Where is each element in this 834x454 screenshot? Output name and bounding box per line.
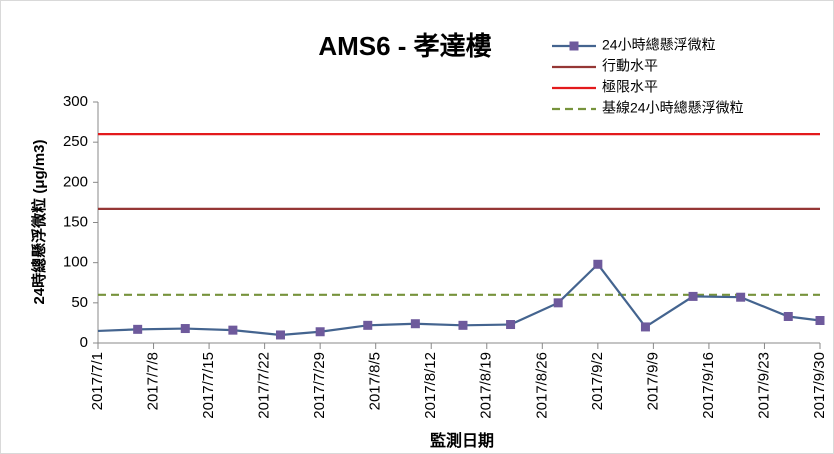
legend-marker: [569, 41, 579, 51]
data-point: [640, 322, 650, 332]
x-tick-label: 2017/9/2: [589, 352, 606, 410]
y-tick-label: 150: [63, 213, 88, 230]
data-point: [410, 319, 420, 329]
data-point: [228, 325, 238, 335]
x-tick-label: 2017/9/30: [811, 352, 828, 419]
data-point: [315, 327, 325, 337]
y-tick-label: 300: [63, 93, 88, 110]
data-point: [815, 316, 825, 326]
y-tick-label: 0: [80, 334, 88, 351]
x-tick-label: 2017/7/8: [145, 352, 162, 410]
data-point: [553, 298, 563, 308]
data-point: [736, 292, 746, 302]
data-point: [275, 330, 285, 340]
x-tick-label: 2017/8/5: [367, 352, 384, 410]
x-tick-label: 2017/9/9: [644, 352, 661, 410]
legend-label: 基線24小時總懸浮微粒: [602, 100, 744, 116]
data-point: [688, 291, 698, 301]
y-axis-label: 24時總懸浮微粒 (μg/m3): [30, 139, 48, 304]
x-tick-label: 2017/7/29: [311, 352, 328, 419]
x-tick-label: 2017/8/19: [478, 352, 495, 419]
x-tick-label: 2017/7/1: [89, 352, 106, 410]
data-point: [783, 311, 793, 321]
y-tick-label: 200: [63, 173, 88, 190]
data-point: [458, 320, 468, 330]
x-tick-label: 2017/8/26: [533, 352, 550, 419]
x-tick-label: 2017/7/22: [256, 352, 273, 419]
x-axis-label: 監測日期: [430, 431, 494, 450]
data-point: [180, 324, 190, 334]
x-tick-label: 2017/9/23: [755, 352, 772, 419]
legend-label: 極限水平: [602, 79, 658, 95]
data-point: [593, 259, 603, 269]
x-tick-label: 2017/7/15: [200, 352, 217, 419]
y-tick-label: 250: [63, 133, 88, 150]
y-tick-label: 50: [71, 294, 88, 311]
y-tick-label: 100: [63, 254, 88, 271]
data-point: [506, 320, 516, 330]
legend-label: 24小時總懸浮微粒: [602, 37, 716, 53]
data-point: [133, 324, 143, 334]
chart-title: AMS6 - 孝達樓: [318, 31, 491, 61]
x-tick-label: 2017/8/12: [422, 352, 439, 419]
legend-label: 行動水平: [602, 58, 658, 74]
data-point: [363, 320, 373, 330]
x-tick-label: 2017/9/16: [700, 352, 717, 419]
